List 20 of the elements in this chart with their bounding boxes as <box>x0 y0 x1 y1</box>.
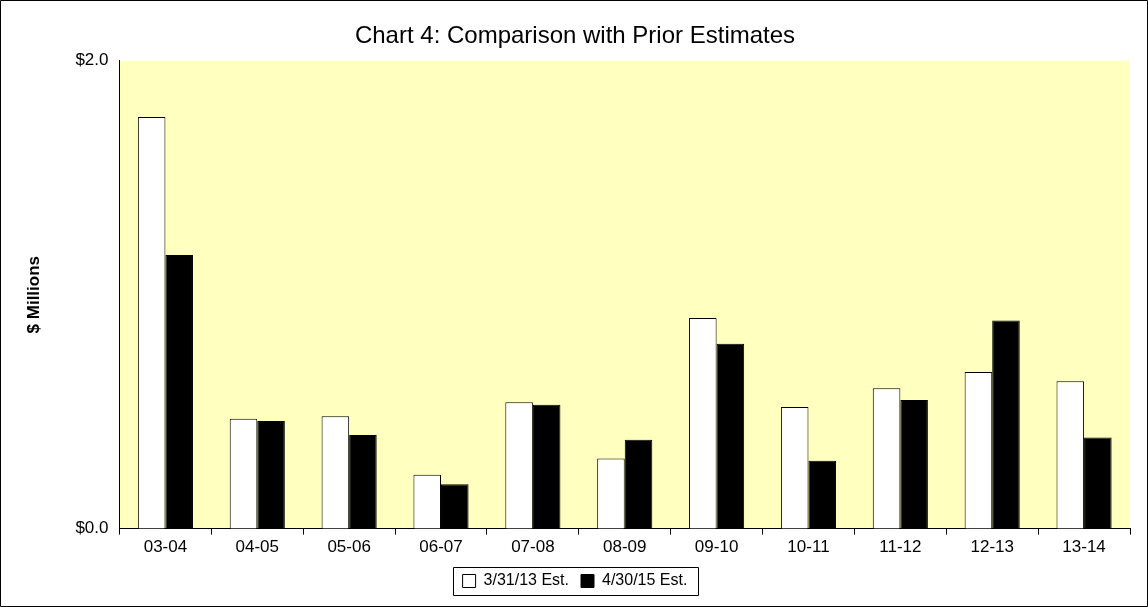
x-tick-label: 13-14 <box>1062 537 1106 557</box>
y-tick-label: $0.0 <box>75 518 109 538</box>
x-tick-label: 06-07 <box>419 537 463 557</box>
legend-label: 4/30/15 Est. <box>602 571 688 589</box>
x-tick-label: 07-08 <box>511 537 555 557</box>
bar <box>532 404 561 529</box>
x-tick-label: 12-13 <box>970 537 1014 557</box>
x-tick-label: 11-12 <box>879 537 922 557</box>
legend-label: 3/31/13 Est. <box>483 571 569 589</box>
y-tick-label: $2.0 <box>75 50 109 70</box>
x-tick-label: 08-09 <box>603 537 647 557</box>
x-tick-label: 04-05 <box>235 537 280 557</box>
x-tick-label: 03-04 <box>143 537 188 557</box>
x-tick-label: 10-11 <box>787 537 830 557</box>
bar <box>624 439 653 529</box>
y-axis-title: $ Millions <box>23 255 43 334</box>
bar <box>716 343 745 529</box>
x-tick-label: 05-06 <box>327 537 371 557</box>
chart-title: Chart 4: Comparison with Prior Estimates <box>354 21 796 49</box>
x-tick-label: 09-10 <box>694 537 739 557</box>
